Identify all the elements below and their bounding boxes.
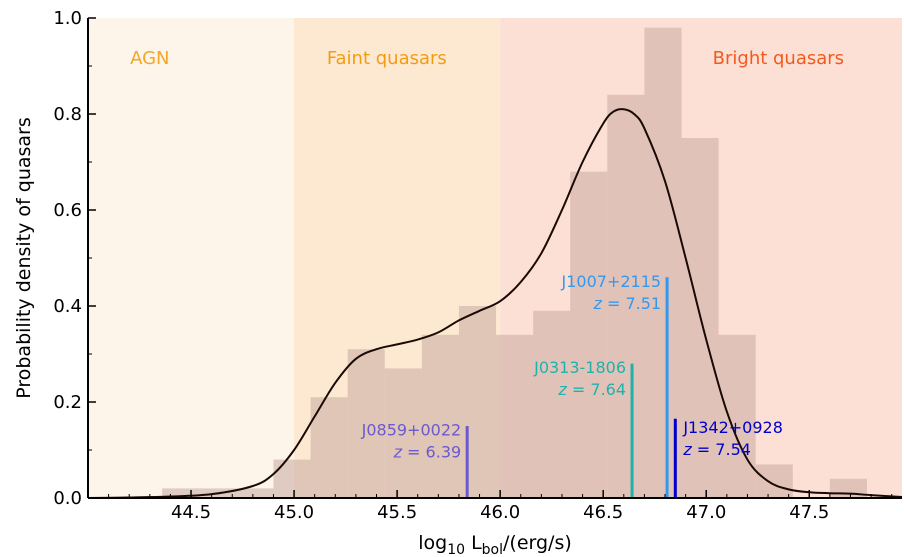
hist-bar-17 [755,464,793,498]
hist-bar-12 [570,171,608,498]
marker-name-3: J1342+0928 [682,418,783,437]
density-curve [87,108,903,499]
density-curve-group [87,108,903,499]
hist-bar-1 [162,488,200,498]
x-tick-label-0: 44.5 [171,502,211,523]
hist-bar-16 [718,334,756,498]
x-axis-title-suffix: /(erg/s) [503,532,572,554]
region-label-1: Faint quasars [327,48,447,69]
marker-name-1: J0313-1806 [533,358,626,377]
marker-z-symbol-1: z [557,380,567,399]
region-label-2: Bright quasars [713,48,844,69]
hist-bar-4 [273,459,311,498]
hist-bar-8 [421,334,459,498]
hist-bar-10 [496,334,534,498]
axes: 44.5 45.0 45.5 46.0 46.5 47.0 47.5 0.0 0.2 0.4 0.6… [53,8,902,523]
marker-name-2: J1007+2115 [561,272,662,291]
hist-bar-9 [458,306,497,498]
x-tick-label-5: 47.0 [686,502,726,523]
x-axis-title-sub1: 10 [447,542,465,557]
y-tick-label-5: 1.0 [53,8,82,29]
hist-bar-6 [347,349,385,498]
x-axis-title-mid: L [465,532,482,554]
marker-redshift-0: z = 6.39 [393,443,462,462]
y-tick-label-0: 0.0 [53,488,82,509]
y-tick-label-4: 0.8 [53,104,82,125]
x-axis-title-prefix: log [418,532,447,554]
marker-z-value-3: = 7.54 [692,440,751,459]
hist-bar-7 [384,368,422,498]
quasar-markers: J0859+0022 z = 6.39 J0313-1806 z = 7.64 J100… [361,272,783,498]
histogram-bars [162,27,867,499]
marker-redshift-1: z = 7.64 [557,380,626,399]
marker-z-symbol-3: z [682,440,692,459]
y-tick-label-2: 0.4 [53,296,82,317]
marker-z-symbol-2: z [592,294,602,313]
marker-redshift-2: z = 7.51 [592,294,661,313]
x-tick-label-4: 46.5 [583,502,623,523]
hist-bar-11 [533,310,571,498]
region-labels: AGN Faint quasars Bright quasars [130,48,844,69]
marker-name-0: J0859+0022 [361,421,462,440]
x-tick-label-1: 45.0 [274,502,314,523]
x-tick-label-3: 46.0 [480,502,520,523]
luminosity-regions [88,18,902,498]
marker-z-value-1: = 7.64 [567,380,626,399]
x-axis-title: log10 Lbol/(erg/s) [418,532,572,557]
x-axis-title-sub2: bol [482,542,503,557]
x-tick-label-2: 45.5 [377,502,417,523]
marker-z-value-2: = 7.51 [602,294,661,313]
marker-redshift-3: z = 7.54 [682,440,751,459]
hist-bar-3 [236,488,274,498]
hist-bar-13 [607,94,645,499]
y-tick-label-1: 0.2 [53,392,82,413]
region-label-0: AGN [130,48,169,69]
y-axis-title: Probability density of quasars [13,117,35,399]
region-band-0 [88,18,295,498]
x-tick-label-6: 47.5 [789,502,829,523]
marker-z-symbol-0: z [393,443,403,462]
marker-z-value-0: = 6.39 [402,443,461,462]
y-tick-label-3: 0.6 [53,200,82,221]
